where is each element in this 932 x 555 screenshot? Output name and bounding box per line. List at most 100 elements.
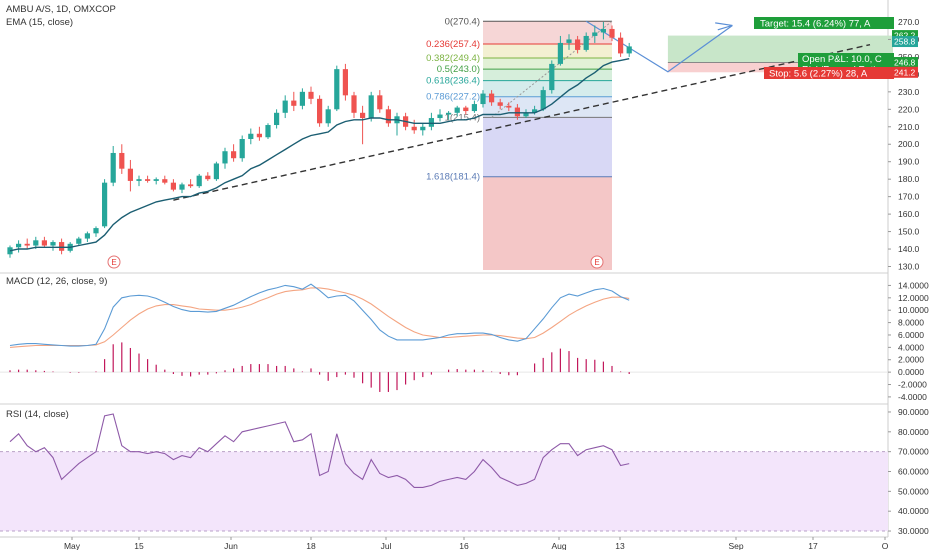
- macd-tick-label: 4.0000: [898, 342, 924, 352]
- rsi-tick-label: 80.0000: [898, 427, 929, 437]
- fib-band: [483, 69, 612, 81]
- price-tick-label: 210.0: [898, 122, 920, 132]
- fib-level-label: 1.618(181.4): [426, 172, 480, 183]
- candle-body: [308, 91, 314, 99]
- price-badge: [892, 36, 918, 48]
- rsi-band: [0, 451, 888, 532]
- rsi-legend: RSI (14, close): [6, 409, 69, 420]
- candle-body: [274, 112, 280, 126]
- fib-level-label: 0.618(236.4): [426, 76, 480, 87]
- price-tick-label: 230.0: [898, 87, 920, 97]
- ema-legend: EMA (15, close): [6, 17, 73, 28]
- candle-body: [342, 69, 348, 96]
- fib-band: [483, 21, 612, 44]
- price-tick-label: 180.0: [898, 174, 920, 184]
- fib-level-label: 0.236(257.4): [426, 39, 480, 50]
- candle-body: [592, 32, 598, 36]
- candle-body: [411, 126, 417, 131]
- projection-arrow-head: [715, 22, 733, 31]
- candle-body: [24, 243, 30, 246]
- price-tick-label: 270.0: [898, 17, 920, 27]
- price-tick-label: 220.0: [898, 104, 920, 114]
- macd-tick-label: 0.0000: [898, 367, 924, 377]
- candle-body: [102, 182, 108, 227]
- candle-body: [540, 90, 546, 110]
- macd-signal-line: [9, 287, 630, 348]
- candle-body: [59, 242, 65, 251]
- candle-body: [127, 168, 133, 181]
- candle-body: [110, 152, 116, 183]
- macd-tick-label: 2.0000: [898, 355, 924, 365]
- candle-body: [334, 69, 340, 110]
- macd-line: [9, 283, 630, 347]
- stop-label: Stop: 5.6 (2.27%) 28, A: [764, 67, 894, 80]
- candle-body: [437, 114, 443, 119]
- candle-body: [600, 28, 606, 33]
- fib-band: [483, 176, 612, 270]
- candle-body: [618, 37, 624, 54]
- candle-body: [566, 39, 572, 43]
- candle-body: [446, 112, 452, 115]
- candle-body: [256, 133, 262, 138]
- macd-legend: MACD (12, 26, close, 9): [6, 276, 107, 287]
- price-tick-label: 150.0: [898, 227, 920, 237]
- rsi-tick-label: 60.0000: [898, 467, 929, 477]
- candle-body: [385, 109, 391, 124]
- candle-body: [463, 107, 469, 112]
- fib-band: [483, 57, 612, 70]
- rsi-line: [9, 413, 630, 488]
- candle-body: [360, 112, 366, 119]
- candle-body: [299, 91, 305, 106]
- rsi-tick-label: 30.0000: [898, 526, 929, 536]
- macd-tick-label: -2.0000: [898, 380, 927, 390]
- candle-body: [489, 93, 495, 103]
- target-label: Target: 15.4 (6.24%) 77, A: [754, 17, 894, 30]
- time-tick-label: Sep: [728, 541, 743, 550]
- symbol-title: AMBU A/S, 1D, OMXCOP: [6, 4, 116, 15]
- candle-body: [50, 242, 56, 246]
- candle-body: [575, 39, 581, 50]
- candle-body: [248, 133, 254, 139]
- candle-body: [16, 243, 22, 248]
- earnings-marker[interactable]: E: [590, 255, 604, 269]
- fib-band: [483, 117, 612, 177]
- candle-body: [76, 238, 82, 244]
- candle-body: [609, 28, 615, 38]
- candle-body: [222, 151, 228, 164]
- candle-body: [317, 98, 323, 124]
- macd-tick-label: 8.0000: [898, 318, 924, 328]
- open-pnl-text: Open P&L: 10.0, C: [802, 54, 882, 65]
- candle-body: [282, 100, 288, 113]
- candle-body: [325, 109, 331, 124]
- candle-body: [583, 35, 589, 50]
- time-tick-label: 18: [306, 541, 316, 550]
- time-tick-label: 13: [615, 541, 625, 550]
- candle-body: [93, 228, 99, 234]
- price-tick-label: 130.0: [898, 262, 920, 272]
- stop-text: Stop: 5.6 (2.27%) 28, A: [769, 69, 868, 80]
- candle-body: [84, 233, 90, 239]
- price-badge-label: 262.2: [894, 31, 916, 41]
- time-tick-label: 17: [808, 541, 818, 550]
- fib-level-label: 0.382(249.4): [426, 53, 480, 64]
- candle-body: [136, 179, 142, 181]
- time-tick-label: Aug: [551, 541, 566, 550]
- candle-body: [523, 112, 529, 117]
- price-tick-label: 200.0: [898, 139, 920, 149]
- price-badge-label: 246.8: [894, 57, 916, 67]
- time-tick-label: Jun: [224, 541, 238, 550]
- fib-level-label: 0(270.4): [445, 16, 480, 27]
- candle-body: [265, 125, 271, 138]
- time-tick-label: May: [64, 541, 81, 550]
- candle-body: [213, 163, 219, 180]
- earnings-marker-text: E: [594, 258, 599, 267]
- time-tick-label: 16: [459, 541, 469, 550]
- candle-body: [162, 179, 168, 183]
- projection-arrow: [585, 20, 733, 73]
- earnings-marker[interactable]: E: [107, 255, 121, 269]
- candle-body: [514, 107, 520, 117]
- time-tick-label: Jul: [381, 541, 392, 550]
- candle-body: [377, 95, 383, 110]
- time-tick-label: O: [882, 541, 889, 550]
- candle-body: [532, 109, 538, 113]
